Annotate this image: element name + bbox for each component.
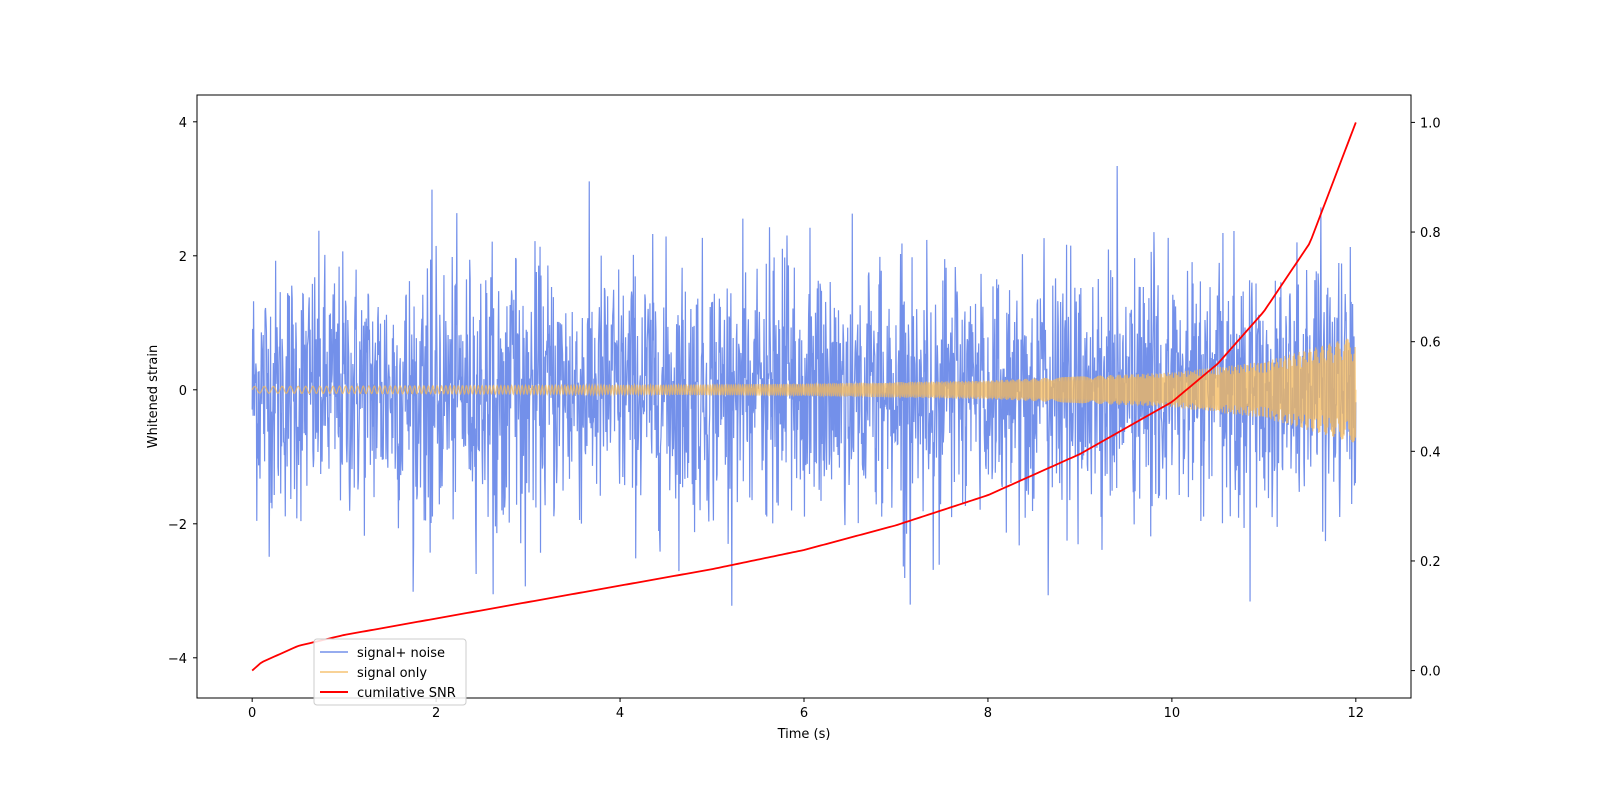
x-tick-label: 4	[616, 706, 624, 721]
x-tick-label: 10	[1164, 706, 1181, 721]
legend-box	[313, 638, 467, 706]
y-tick-label: 0	[179, 384, 187, 399]
y2-tick-label: 0.0	[1420, 665, 1441, 680]
x-tick-label: 2	[432, 706, 440, 721]
y-tick-label: −2	[168, 518, 187, 533]
legend: signal+ noise signal only cumilative SNR	[313, 638, 467, 706]
legend-label: signal only	[357, 666, 427, 681]
y2-tick-label: 0.6	[1420, 336, 1441, 351]
legend-item: signal+ noise	[320, 646, 445, 661]
legend-label: signal+ noise	[357, 646, 445, 661]
y2-tick-label: 0.2	[1420, 555, 1441, 570]
y2-tick-label: 0.8	[1420, 226, 1441, 241]
series-signal-plus-noise	[251, 166, 1357, 606]
x-tick-label: 8	[984, 706, 992, 721]
legend-item: signal only	[320, 666, 427, 681]
legend-item: cumilative SNR	[320, 686, 456, 701]
y2-tick-label: 1.0	[1420, 116, 1441, 131]
x-axis-label: Time (s)	[777, 727, 831, 742]
series-signal-only	[251, 338, 1357, 443]
series-layer	[251, 122, 1357, 672]
y-axis-left: −4 −2 0 2 4	[168, 116, 197, 667]
y-tick-label: 4	[179, 116, 187, 131]
y-tick-label: −4	[168, 652, 187, 667]
y2-tick-label: 0.4	[1420, 445, 1441, 460]
legend-label: cumilative SNR	[357, 686, 456, 701]
x-tick-label: 0	[248, 706, 256, 721]
x-tick-label: 12	[1348, 706, 1365, 721]
x-axis: 0 2 4 6 8 10 12	[248, 698, 1364, 721]
x-tick-label: 6	[800, 706, 808, 721]
y-axis-label: Whitened strain	[146, 345, 161, 448]
y-tick-label: 2	[179, 250, 187, 265]
y-axis-right: 0.0 0.2 0.4 0.6 0.8 1.0	[1411, 116, 1441, 680]
series-cumulative-snr	[251, 122, 1357, 672]
